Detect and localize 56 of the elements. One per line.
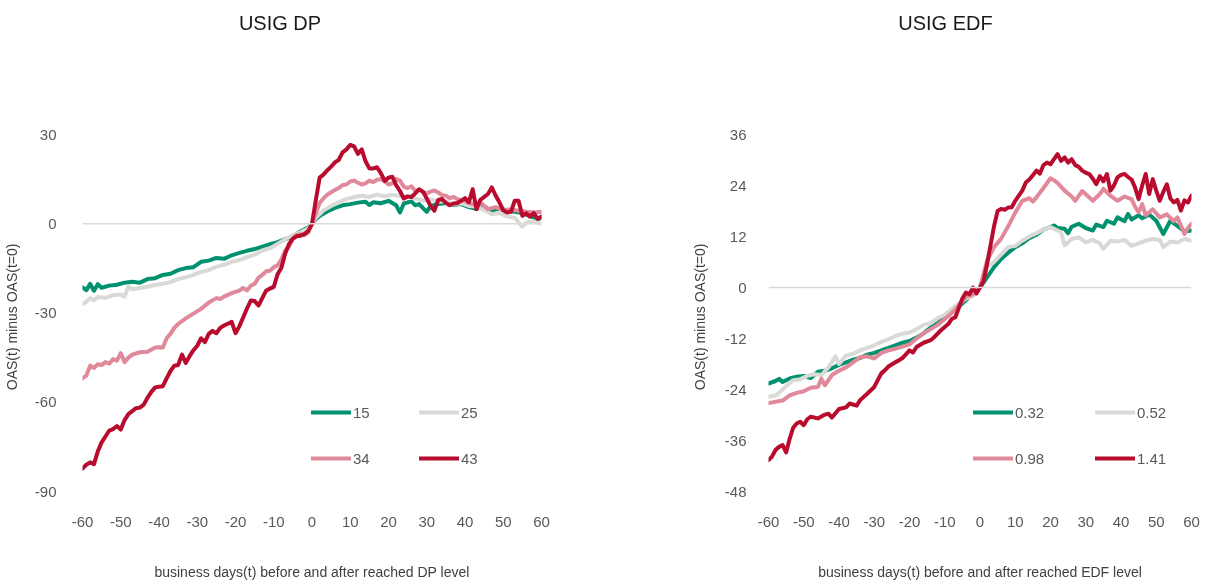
legend-label: 34: [353, 448, 371, 468]
legend-label: 0.52: [1137, 402, 1168, 422]
y-axis-title: OAS(t) minus OAS(t=0): [3, 243, 20, 391]
x-tick-label: 30: [1077, 512, 1095, 530]
y-axis-title: OAS(t) minus OAS(t=0): [691, 243, 708, 391]
x-tick-label: -60: [71, 512, 94, 530]
x-tick-label: 60: [1183, 512, 1200, 530]
x-tick-label: -10: [262, 512, 285, 530]
x-tick-label: -60: [757, 512, 780, 530]
line-series: [768, 152, 1192, 463]
x-tick-label: 0: [307, 512, 317, 530]
x-tick-label: -50: [109, 512, 132, 530]
x-tick-label: 10: [341, 512, 359, 530]
y-tick-label: 24: [729, 176, 747, 194]
x-tick-label: -20: [898, 512, 921, 530]
y-tick-label: -12: [724, 329, 747, 347]
y-tick-label: -36: [724, 431, 747, 449]
y-tick-label: 0: [738, 278, 747, 296]
x-tick-label: 60: [533, 512, 550, 530]
y-tick-label: 12: [729, 227, 747, 245]
x-tick-label: 30: [418, 512, 436, 530]
y-tick-label: 36: [729, 125, 747, 143]
line-series: [82, 142, 542, 471]
y-tick-label: -48: [724, 482, 747, 500]
x-tick-label: 40: [456, 512, 474, 530]
x-tick-label: 40: [1112, 512, 1130, 530]
x-tick-label: 0: [975, 512, 985, 530]
x-tick-label: -40: [148, 512, 170, 530]
x-tick-label: -10: [933, 512, 956, 530]
x-tick-label: 20: [1042, 512, 1059, 530]
y-tick-label: -90: [34, 482, 57, 500]
x-tick-label: -30: [863, 512, 886, 530]
chart-title: USIG DP: [238, 12, 322, 34]
x-tick-label: -50: [792, 512, 815, 530]
legend-label: 0.98: [1015, 448, 1046, 468]
x-tick-label: -20: [224, 512, 247, 530]
y-tick-label: -30: [34, 304, 57, 321]
y-tick-label: -60: [34, 393, 57, 411]
x-tick-label: 20: [380, 512, 397, 530]
x-tick-label: 50: [1147, 512, 1165, 530]
x-tick-label: -30: [186, 512, 209, 530]
x-axis-title: business days(t) before and after reached EDF level: [818, 563, 1142, 580]
y-tick-label: 0: [48, 214, 57, 232]
legend-label: 43: [461, 448, 479, 468]
x-tick-label: 50: [494, 512, 512, 530]
line-series: [768, 176, 1192, 406]
legend-label: 0.32: [1015, 402, 1046, 422]
x-tick-label: -40: [828, 512, 850, 530]
y-tick-label: 30: [39, 125, 57, 143]
legend-label: 1.41: [1137, 448, 1168, 468]
chart-title: USIG EDF: [898, 12, 993, 34]
x-axis-title: business days(t) before and after reached DP level: [154, 563, 470, 580]
legend-label: 15: [353, 402, 371, 422]
y-tick-label: -24: [724, 380, 747, 398]
x-tick-label: 10: [1006, 512, 1024, 530]
legend-label: 25: [461, 402, 479, 422]
